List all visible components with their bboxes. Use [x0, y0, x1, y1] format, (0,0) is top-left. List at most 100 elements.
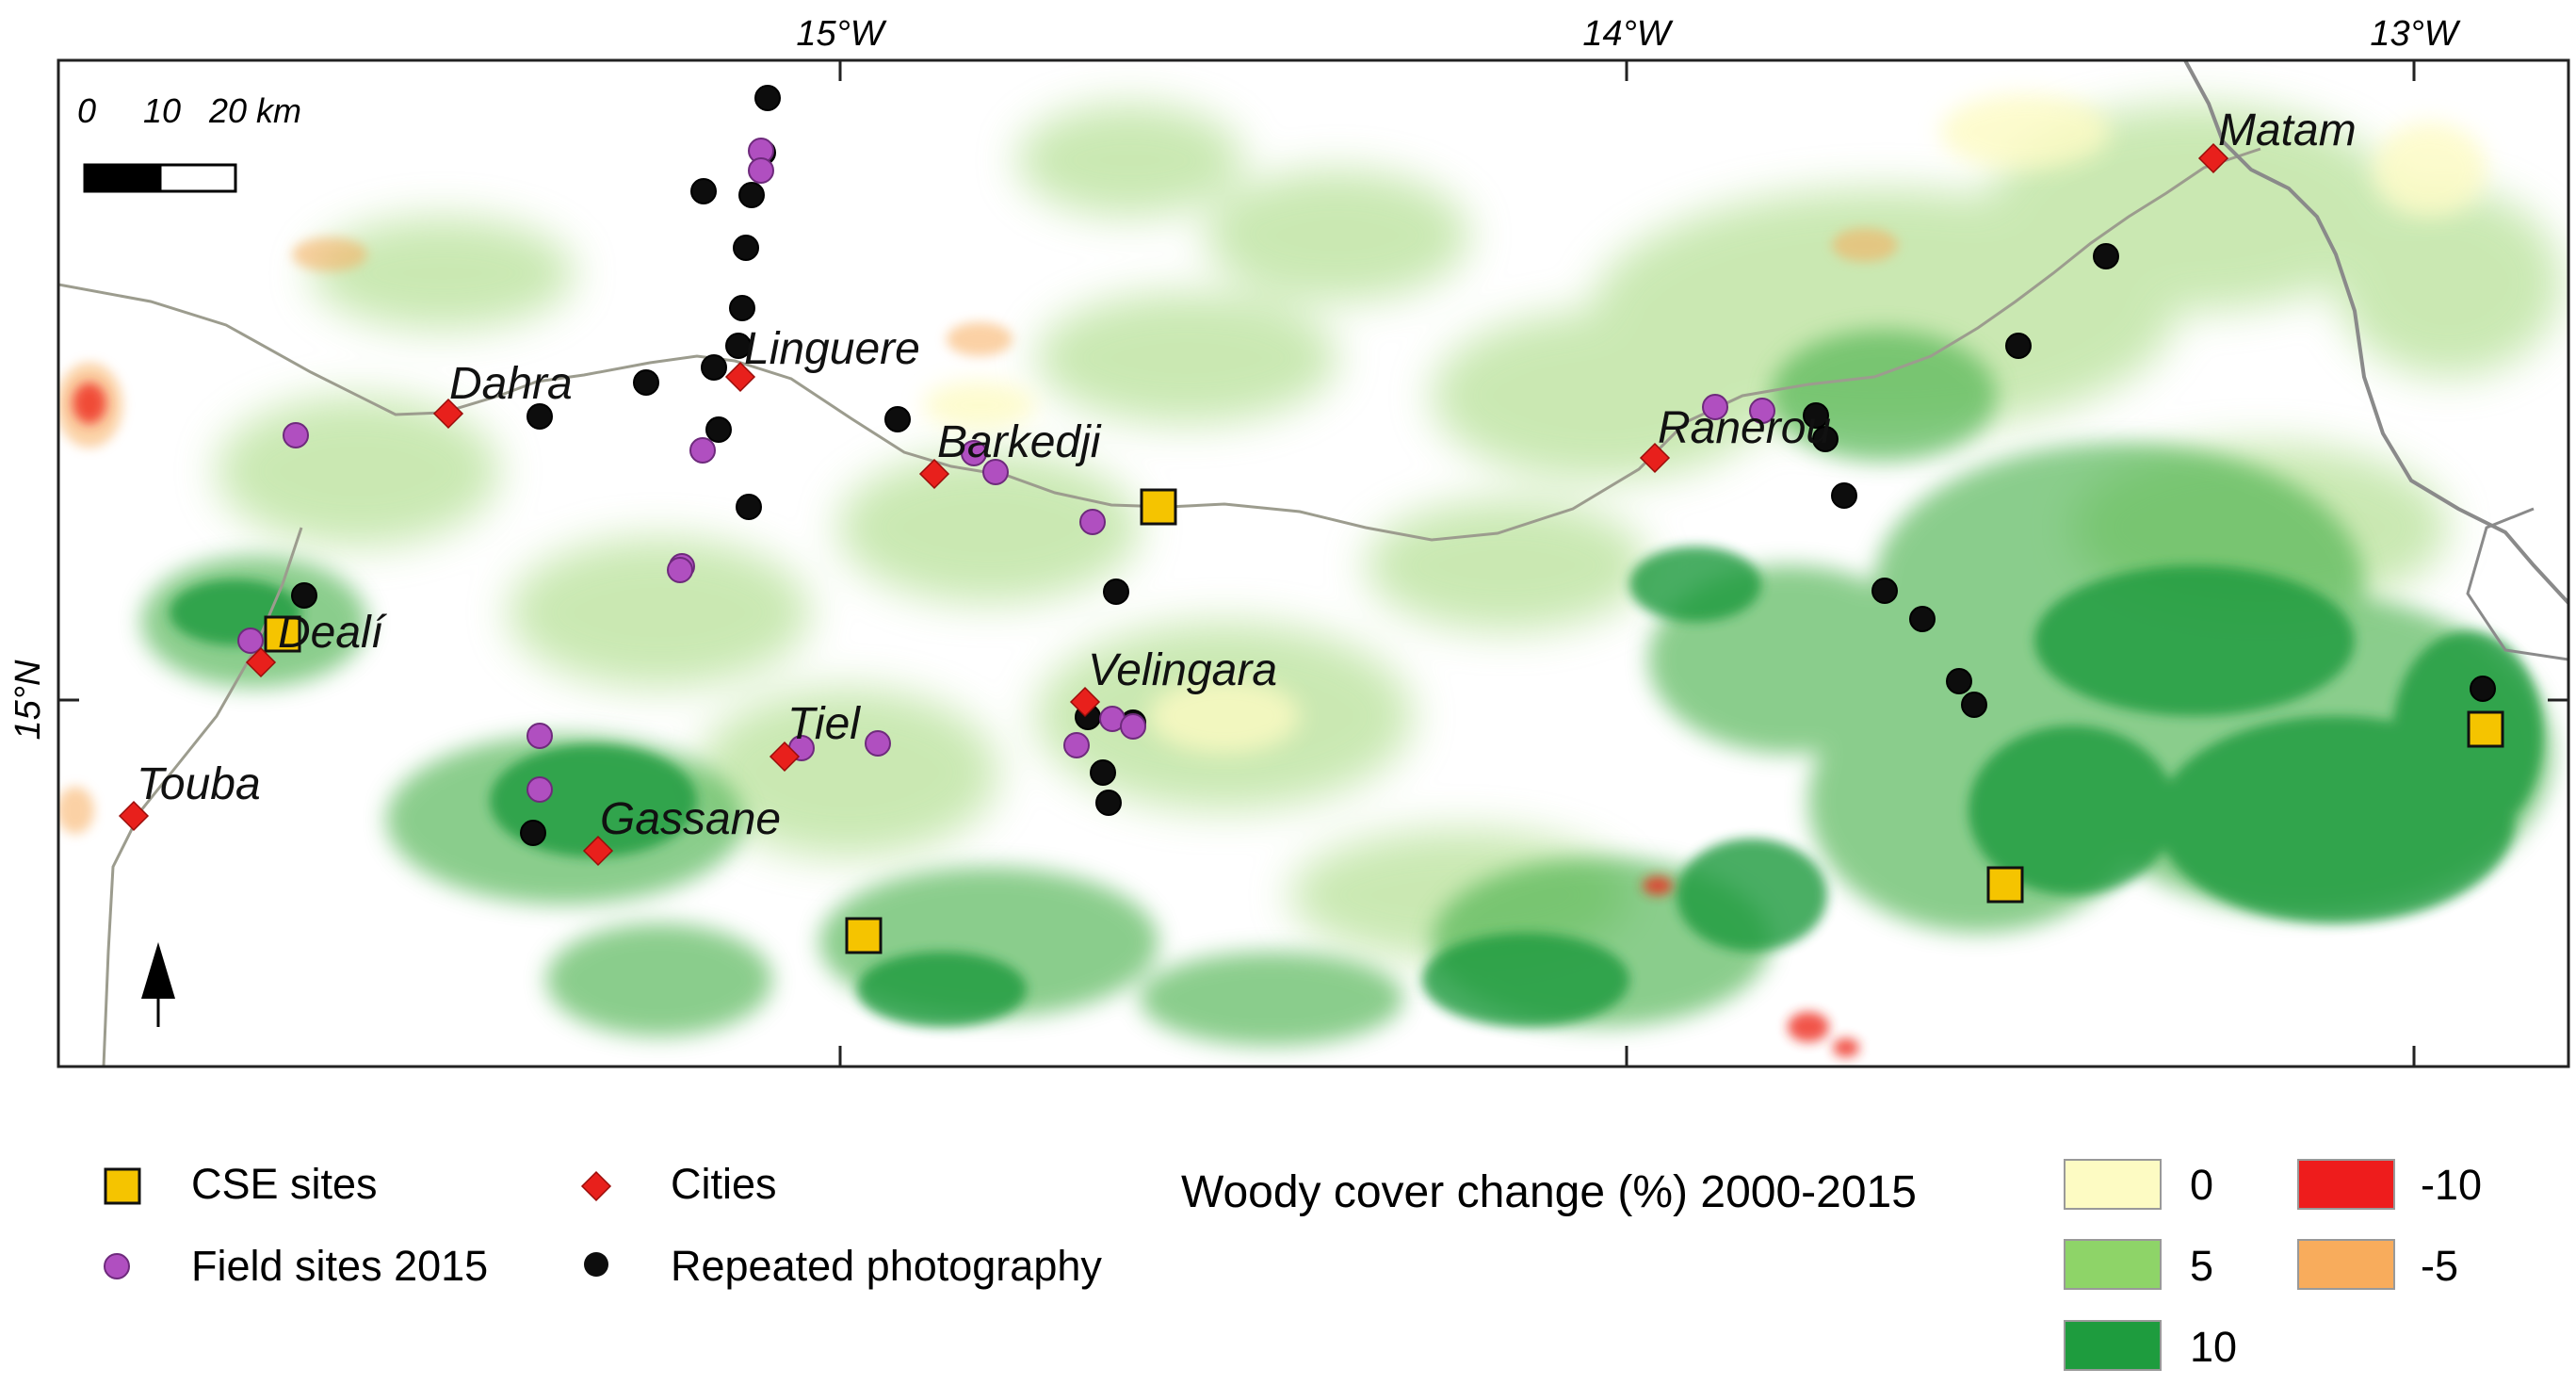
city-marker-linguere — [724, 361, 756, 393]
cse-site-point — [264, 615, 301, 653]
field-site-point — [667, 557, 693, 583]
lon-label-13w: 13°W — [2370, 14, 2460, 54]
city-label-gassane: Gassane — [600, 794, 781, 844]
legend-swatch-minus-10 — [2297, 1159, 2395, 1210]
field-site-point — [1120, 713, 1146, 740]
field-site-point — [689, 437, 716, 464]
field-site-point — [748, 157, 774, 184]
diamond-red-icon — [580, 1170, 612, 1202]
cse-site-point — [845, 917, 883, 954]
main-road — [58, 147, 2261, 542]
scale-label-20km: 20 km — [208, 91, 301, 130]
city-marker-dahra — [432, 398, 464, 430]
legend-class-label-0: 0 — [2190, 1161, 2213, 1209]
legend-class-label-10: 10 — [2190, 1323, 2237, 1371]
legend-label-repeated-photography: Repeated photography — [671, 1242, 1102, 1290]
photo-point — [1909, 606, 1936, 632]
photo-point — [1803, 402, 1829, 429]
photo-point — [520, 820, 546, 846]
photo-point — [1946, 668, 1972, 694]
city-label-barkedji: Barkedji — [937, 417, 1102, 467]
map-frame — [57, 58, 2570, 1068]
legend-swatch-10 — [2064, 1320, 2162, 1371]
photo-point — [705, 416, 732, 443]
city-marker-deali — [245, 646, 277, 678]
city-markers — [118, 142, 2229, 867]
circle-black-icon — [584, 1252, 608, 1277]
photo-point — [690, 178, 717, 204]
senegal-river — [2183, 60, 2568, 605]
photo-point — [2093, 243, 2119, 269]
legend-swatch-5 — [2064, 1239, 2162, 1290]
city-label-matam: Matam — [2218, 106, 2357, 155]
photo-point — [1095, 790, 1122, 816]
photo-point — [701, 354, 727, 381]
woody-cover-raster — [58, 60, 2568, 1067]
city-label-velingara: Velingara — [1088, 645, 1277, 695]
field-site-point — [961, 440, 987, 466]
cse-site-point — [1986, 866, 2024, 904]
city-marker-ranerou — [1639, 442, 1671, 474]
scale-bar: 0 10 20 km — [77, 91, 301, 193]
scale-label-10: 10 — [143, 91, 181, 130]
cse-site-point — [2467, 710, 2504, 748]
photo-point — [725, 333, 752, 359]
city-marker-matam — [2197, 142, 2229, 174]
field-site-point — [1079, 509, 1106, 535]
photo-point — [1831, 482, 1857, 509]
strong-negative-change-areas — [73, 383, 1859, 1057]
legend-label-cse-sites: CSE sites — [191, 1160, 378, 1208]
photo-point — [527, 403, 553, 430]
field-site-point — [527, 723, 553, 749]
legend-class-label-minus-10: -10 — [2421, 1161, 2482, 1209]
photo-point — [633, 369, 659, 396]
lat-label-15n: 15°N — [8, 660, 48, 740]
south-road — [102, 527, 303, 1067]
field-sites-2015-points — [237, 138, 1775, 803]
lon-label-14w: 14°W — [1582, 14, 1673, 54]
photo-point — [729, 295, 755, 321]
city-label-deali: Dealí — [278, 608, 388, 658]
photo-point — [733, 235, 759, 261]
field-site-point — [527, 776, 553, 803]
no-change-areas — [923, 94, 2487, 754]
city-label-touba: Touba — [137, 759, 261, 809]
city-label-tiel: Tiel — [787, 699, 861, 749]
city-marker-velingara — [1069, 686, 1101, 718]
field-site-point — [283, 422, 309, 448]
legend-class-label-5: 5 — [2190, 1242, 2213, 1290]
circle-magenta-icon — [104, 1253, 130, 1279]
field-site-point — [1702, 394, 1728, 420]
city-marker-tiel — [769, 741, 801, 773]
photo-point — [1090, 759, 1116, 786]
city-label-linguere: Linguere — [744, 324, 920, 374]
city-marker-touba — [118, 800, 150, 832]
photo-point — [1812, 426, 1839, 452]
legend-swatch-0 — [2064, 1159, 2162, 1210]
north-arrow-icon — [141, 942, 175, 1027]
photo-point — [884, 406, 911, 432]
border-line — [2466, 507, 2568, 661]
legend-label-field-sites: Field sites 2015 — [191, 1242, 488, 1290]
city-label-ranerou: Ranerou — [1658, 403, 1831, 453]
field-site-point — [1749, 398, 1775, 424]
photo-point — [291, 582, 317, 609]
repeated-photography-points — [291, 85, 2496, 846]
field-site-point — [982, 459, 1009, 485]
city-marker-barkedji — [918, 458, 950, 490]
field-site-point — [865, 730, 891, 757]
photo-point — [738, 182, 765, 208]
graticule: 15°W 14°W 13°W 15°N — [8, 14, 2568, 1067]
scale-segment-white — [158, 163, 237, 193]
photo-point — [1103, 578, 1129, 605]
cse-site-point — [1140, 488, 1177, 526]
photo-point — [2470, 676, 2496, 702]
legend-label-cities: Cities — [671, 1160, 777, 1208]
legend-change-title: Woody cover change (%) 2000-2015 — [1181, 1167, 1917, 1217]
cse-sites-points — [264, 488, 2504, 954]
city-label-dahra: Dahra — [449, 359, 573, 409]
photo-point — [754, 85, 781, 111]
scale-label-0: 0 — [77, 91, 96, 130]
city-marker-gassane — [582, 835, 614, 867]
